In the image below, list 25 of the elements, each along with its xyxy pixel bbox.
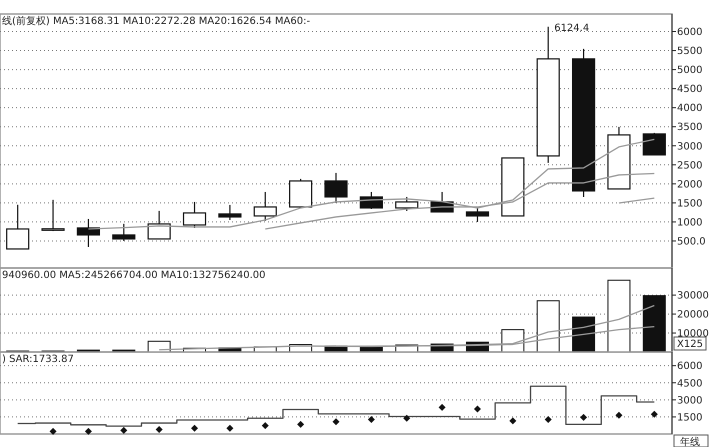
y-tick-label: 1500 [677,412,702,424]
y-tick-label: 2000 [677,179,702,190]
y-tick-label: 10000 [677,328,709,340]
y-tick-label: 4500 [677,378,702,390]
annotation: 6124.4 [554,22,590,34]
y-tick-label: 4000 [677,103,702,114]
y-tick-label: 6000 [677,361,702,372]
y-tick-label: 1000 [677,217,702,228]
y-tick-label: 500.0 [677,236,706,248]
y-tick-label: 30000 [677,290,709,302]
y-tick-label: 5500 [677,46,702,58]
chart-title: ) SAR:1733.87 [2,354,74,365]
y-tick-label: 1500 [677,198,702,210]
text: X125 [677,339,703,350]
y-tick-label: 20000 [677,310,709,321]
y-tick-label: 3500 [677,122,702,134]
y-tick-label: 3000 [677,395,702,406]
y-tick-label: 2500 [677,160,702,172]
chart-title: 940960.00 MA5:245266704.00 MA10:132756240.00 [2,270,266,281]
chart-title: 线(前复权) MA5:3168.31 MA10:2272.28 MA20:1626.54 MA60:- [2,15,310,27]
y-tick-label: 4500 [677,84,702,96]
y-tick-label: 6000 [677,27,702,38]
text: 年线 [680,436,700,447]
y-tick-label: 5000 [677,65,702,76]
y-tick-label: 3000 [677,141,702,152]
